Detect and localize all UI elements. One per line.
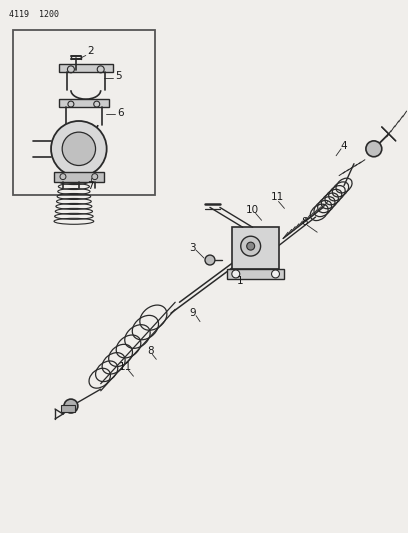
Bar — [13, 30, 155, 196]
Bar — [227, 269, 284, 279]
Text: 11: 11 — [271, 192, 284, 203]
Circle shape — [241, 236, 261, 256]
Bar — [61, 405, 75, 412]
Text: 2: 2 — [87, 46, 94, 56]
Text: 9: 9 — [190, 308, 196, 318]
Text: 6: 6 — [117, 108, 124, 118]
Circle shape — [366, 141, 382, 157]
Text: 7: 7 — [87, 181, 94, 191]
Circle shape — [205, 255, 215, 265]
Circle shape — [272, 270, 279, 278]
Text: 10: 10 — [246, 205, 259, 215]
Text: 3: 3 — [189, 243, 195, 253]
Circle shape — [51, 121, 106, 176]
Text: 4119  1200: 4119 1200 — [9, 10, 59, 19]
Text: 1: 1 — [237, 276, 243, 286]
Bar — [232, 227, 279, 269]
Bar — [59, 99, 109, 107]
Text: 8: 8 — [301, 217, 308, 227]
Bar — [59, 64, 113, 72]
Text: 5: 5 — [115, 71, 122, 82]
Text: 11: 11 — [119, 362, 132, 373]
Circle shape — [247, 242, 255, 250]
Circle shape — [64, 399, 78, 413]
Circle shape — [62, 132, 95, 165]
Text: 8: 8 — [147, 346, 154, 357]
Bar — [54, 172, 104, 182]
Circle shape — [232, 270, 240, 278]
Text: 4: 4 — [341, 141, 347, 151]
